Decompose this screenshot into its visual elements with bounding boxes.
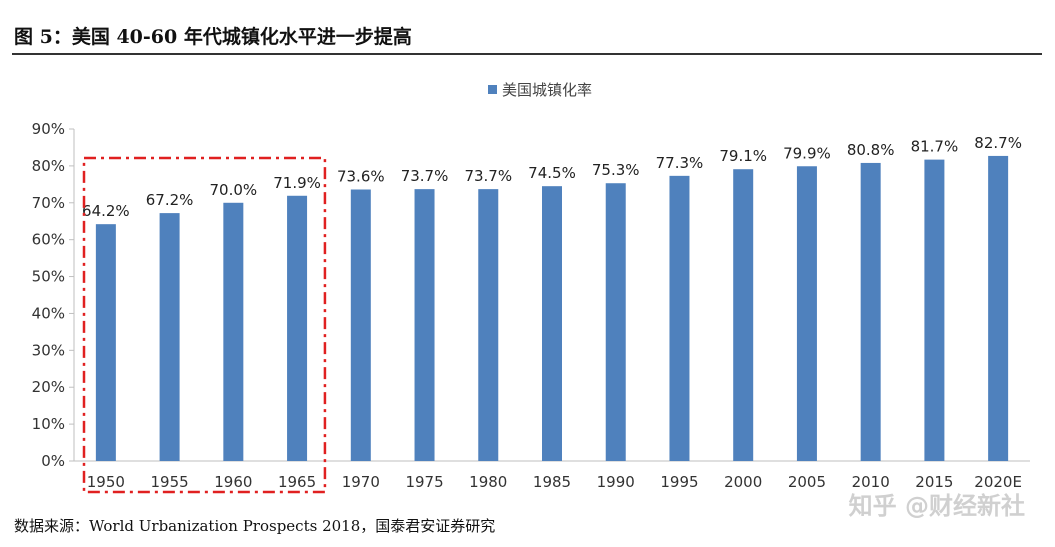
y-tick-label: 10% bbox=[32, 415, 65, 433]
x-tick-label: 2010 bbox=[852, 473, 890, 491]
bar bbox=[860, 162, 881, 461]
bar bbox=[733, 169, 754, 461]
bar bbox=[350, 189, 371, 461]
bar bbox=[159, 213, 180, 461]
bar bbox=[223, 202, 244, 461]
data-label: 81.7% bbox=[911, 138, 959, 156]
bar bbox=[924, 159, 945, 461]
bar bbox=[542, 186, 562, 461]
x-tick-label: 2000 bbox=[724, 473, 762, 491]
bar bbox=[988, 155, 1009, 461]
x-tick-label: 1990 bbox=[597, 473, 635, 491]
bar bbox=[669, 175, 690, 462]
data-label: 73.7% bbox=[464, 167, 512, 185]
data-label: 79.1% bbox=[719, 147, 767, 165]
data-label: 73.6% bbox=[337, 167, 385, 185]
x-tick-label: 1955 bbox=[151, 473, 189, 491]
x-tick-label: 2020E bbox=[974, 473, 1022, 491]
y-tick-label: 50% bbox=[32, 268, 65, 286]
x-tick-label: 1960 bbox=[214, 473, 252, 491]
y-tick-label: 90% bbox=[32, 120, 65, 138]
x-tick-label: 1995 bbox=[660, 473, 698, 491]
legend-label: 美国城镇化率 bbox=[502, 81, 592, 99]
x-tick-label: 2005 bbox=[788, 473, 826, 491]
y-tick-label: 60% bbox=[32, 231, 65, 249]
y-tick-label: 40% bbox=[32, 304, 65, 322]
source-note: 数据来源：World Urbanization Prospects 2018，国… bbox=[14, 517, 496, 535]
x-tick-label: 2015 bbox=[915, 473, 953, 491]
data-label: 80.8% bbox=[847, 141, 895, 159]
data-label: 73.7% bbox=[401, 167, 449, 185]
data-label: 70.0% bbox=[210, 181, 258, 199]
y-tick-label: 80% bbox=[32, 157, 65, 175]
data-label: 64.2% bbox=[82, 202, 130, 220]
legend-swatch bbox=[488, 85, 497, 94]
y-tick-label: 70% bbox=[32, 194, 65, 212]
x-tick-label: 1950 bbox=[87, 473, 125, 491]
y-tick-label: 30% bbox=[32, 341, 65, 359]
watermark: 知乎 @财经新社 bbox=[848, 492, 1025, 520]
bar bbox=[478, 189, 499, 461]
bar-chart: 0% 10% 20% 30% 40% 50% 60% 70% 80% 90% 64.2% 1950 67… bbox=[32, 81, 1030, 494]
bar bbox=[605, 183, 626, 461]
bar bbox=[287, 195, 308, 461]
figure-title: 图 5：美国 40-60 年代城镇化水平进一步提高 bbox=[14, 26, 412, 48]
data-label: 77.3% bbox=[656, 154, 704, 172]
bar bbox=[796, 166, 817, 461]
data-label: 67.2% bbox=[146, 191, 194, 209]
x-tick-label: 1975 bbox=[405, 473, 443, 491]
x-tick-label: 1965 bbox=[278, 473, 316, 491]
x-tick-label: 1980 bbox=[469, 473, 507, 491]
highlight-box bbox=[82, 156, 327, 494]
bar bbox=[414, 189, 435, 461]
y-tick-label: 20% bbox=[32, 378, 65, 396]
title-divider bbox=[12, 53, 1042, 55]
data-label: 74.5% bbox=[528, 164, 576, 182]
y-tick-label: 0% bbox=[41, 452, 65, 470]
data-label: 75.3% bbox=[592, 161, 640, 179]
data-label: 79.9% bbox=[783, 144, 831, 162]
x-tick-label: 1985 bbox=[533, 473, 571, 491]
bar bbox=[95, 224, 116, 461]
data-label: 71.9% bbox=[273, 174, 321, 192]
x-tick-label: 1970 bbox=[342, 473, 380, 491]
data-label: 82.7% bbox=[974, 134, 1022, 152]
